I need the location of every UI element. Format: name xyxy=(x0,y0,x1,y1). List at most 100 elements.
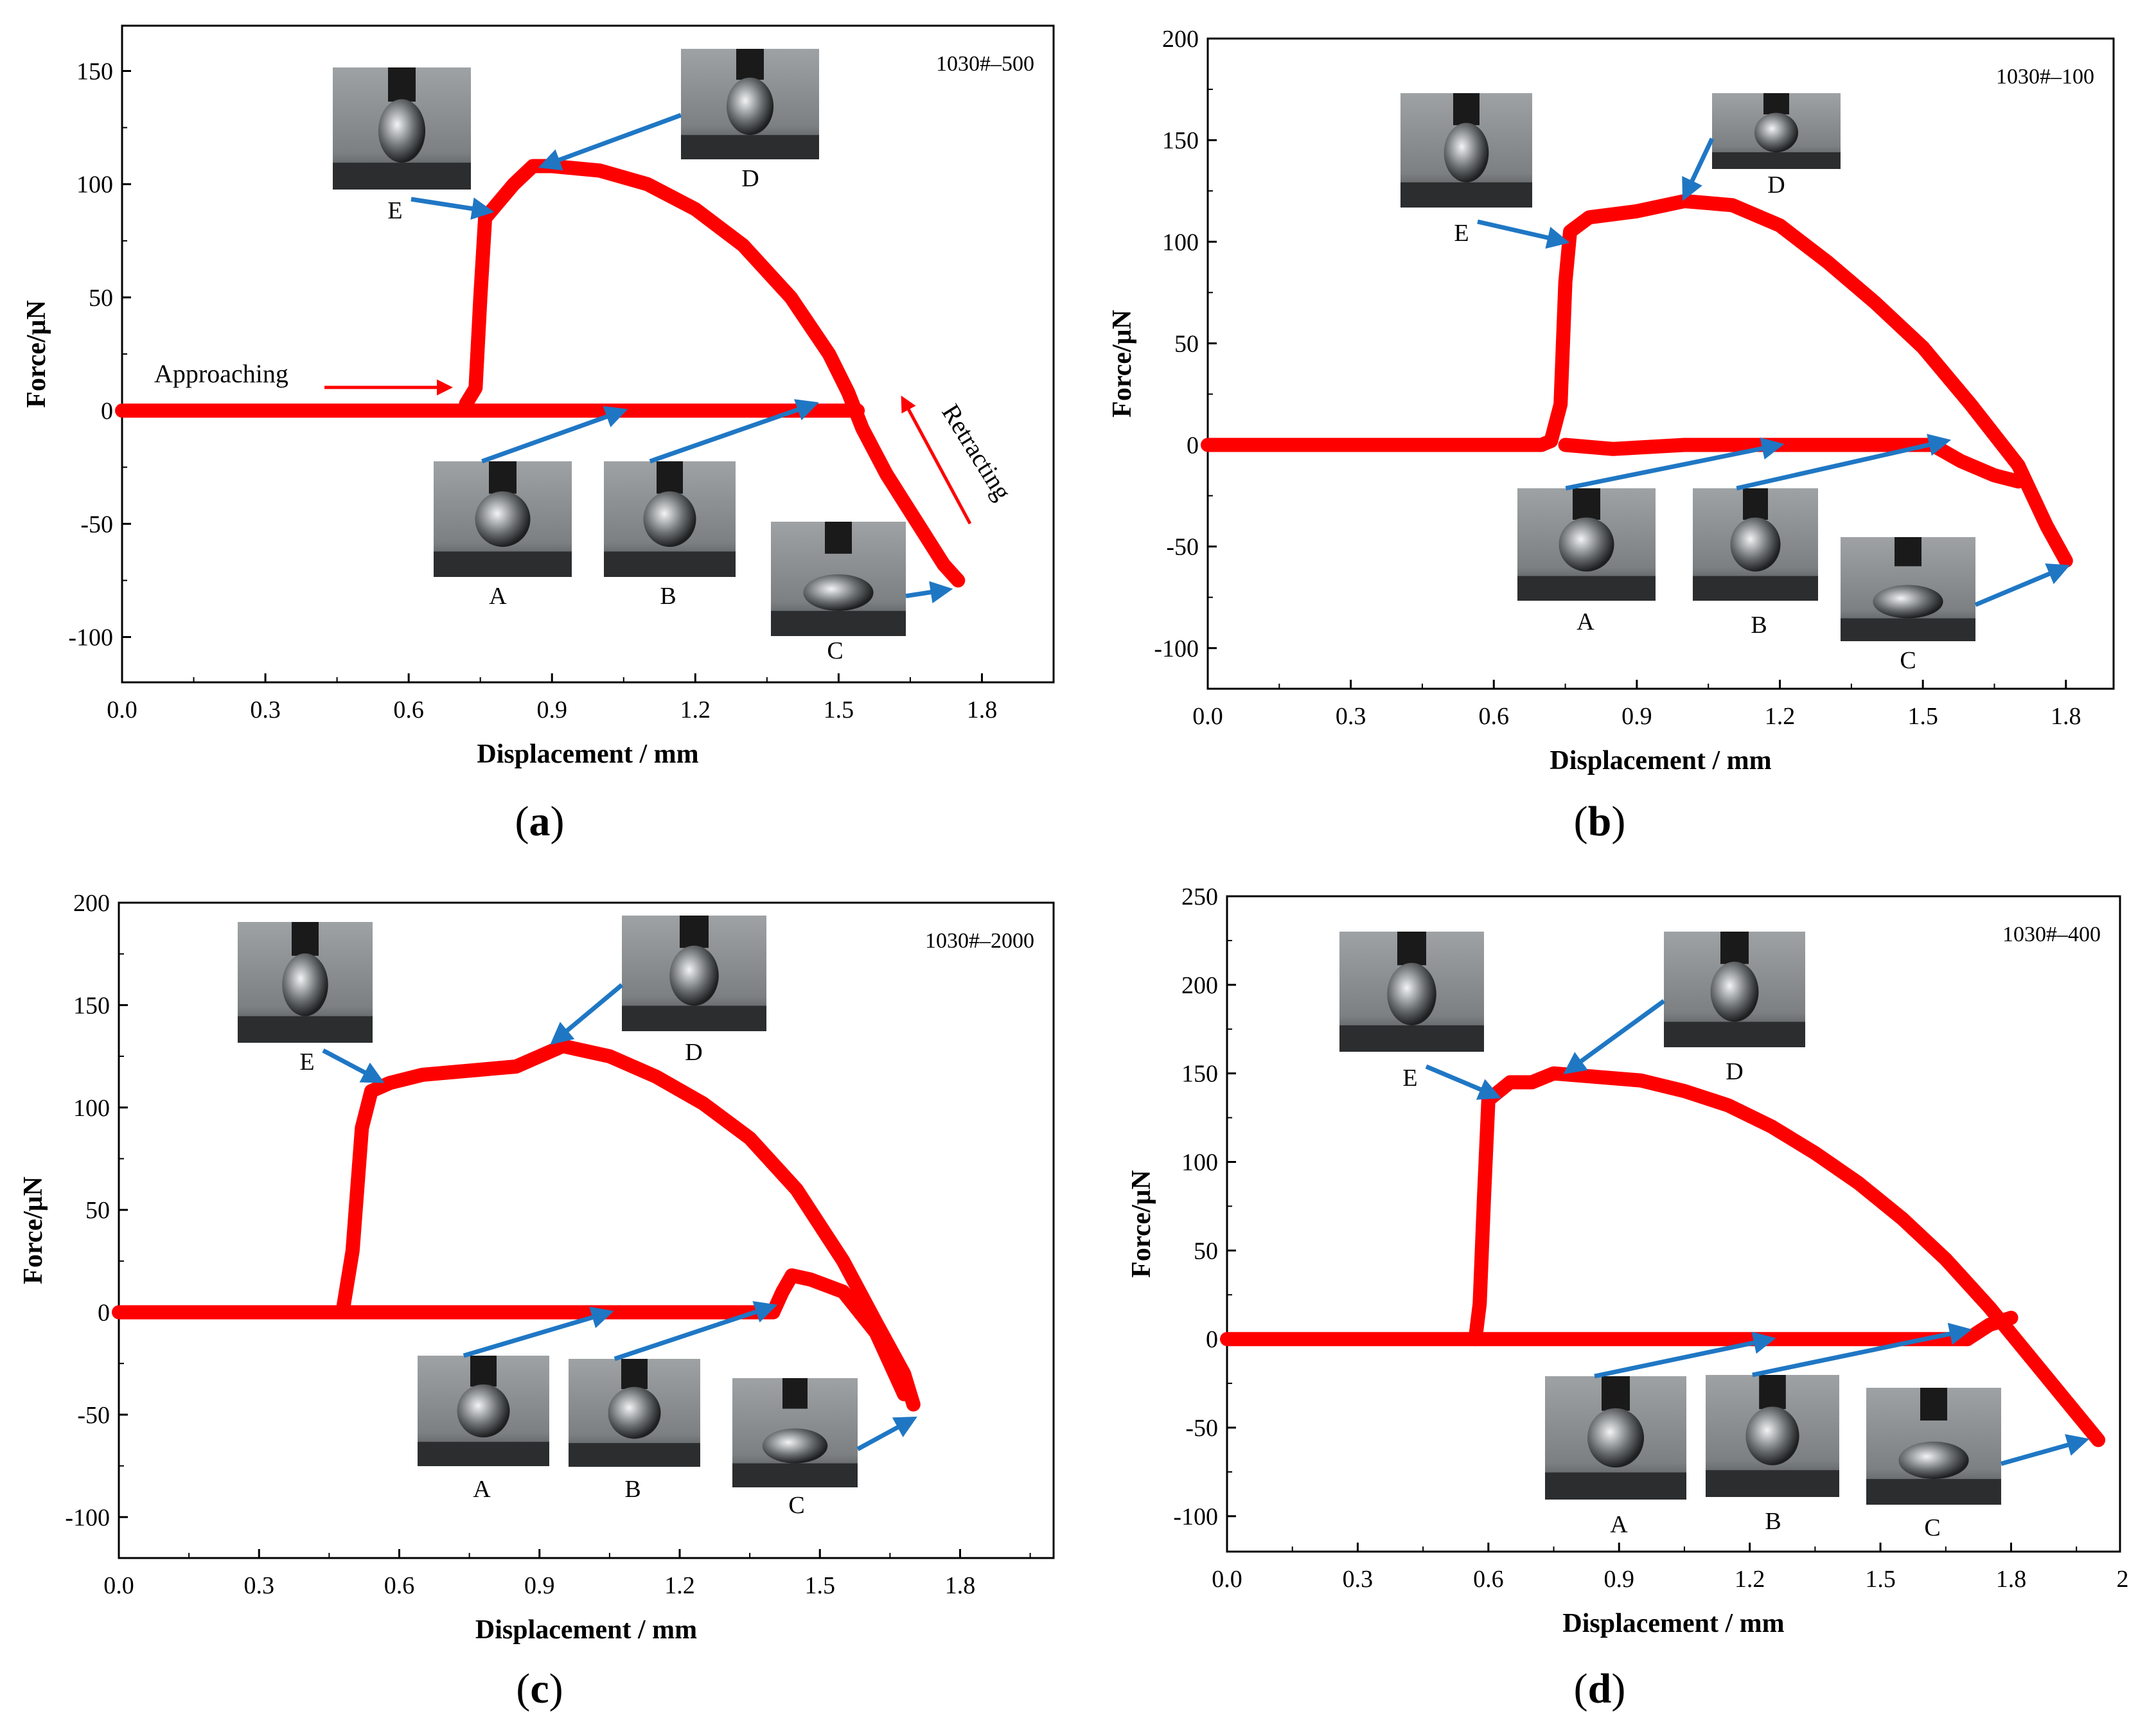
photo-substrate xyxy=(238,1016,373,1043)
x-tick-label: 0.9 xyxy=(1621,703,1652,730)
photo-label: A xyxy=(489,583,507,610)
photo-needle xyxy=(292,922,319,956)
photo-c: C xyxy=(1841,537,1975,674)
photo-substrate xyxy=(1664,1022,1805,1047)
photo-needle xyxy=(657,461,683,494)
photo-droplet xyxy=(1730,517,1781,572)
x-tick-label: 0.3 xyxy=(250,696,281,723)
photo-label: D xyxy=(741,165,759,192)
photo-substrate xyxy=(1400,182,1532,208)
photo-label: C xyxy=(788,1492,804,1519)
y-tick-label: 50 xyxy=(85,1197,110,1224)
arrow-to-e xyxy=(411,197,495,220)
panel-caption: (d) xyxy=(1574,1665,1626,1712)
x-tick-label: 1.8 xyxy=(945,1572,976,1599)
arrow-to-c xyxy=(905,581,953,604)
photo-droplet xyxy=(1559,517,1614,572)
y-tick-label: -50 xyxy=(1185,1415,1218,1442)
photo-droplet xyxy=(378,99,426,163)
photo-droplet xyxy=(803,574,874,611)
y-tick-label: 200 xyxy=(1162,26,1199,53)
y-axis-title: Force/μN xyxy=(1127,1170,1156,1278)
x-tick-label: 0.6 xyxy=(1479,703,1510,730)
sample-label: 1030#–400 xyxy=(2002,923,2101,946)
y-axis-title: Force/μN xyxy=(19,1176,48,1284)
y-tick-label: -100 xyxy=(68,624,113,651)
series-return xyxy=(766,1268,912,1401)
x-tick-label: 0.9 xyxy=(536,696,567,723)
photo-label: B xyxy=(1765,1508,1781,1535)
arrow-to-d xyxy=(538,112,682,171)
x-tick-label: 0.3 xyxy=(1336,703,1366,730)
photo-substrate xyxy=(1339,1025,1484,1052)
photo-substrate xyxy=(1866,1478,2001,1505)
photo-a: A xyxy=(1517,488,1656,635)
photo-b: B xyxy=(604,461,736,610)
plot-frame xyxy=(121,24,1055,684)
x-tick-label: 0.0 xyxy=(107,696,137,723)
chart-panel-c: 0.0 0.3 0.6 0.9 1.2 1.5 1.8 -100 -50 0 50 100 150 200… xyxy=(19,890,1055,1712)
x-tick-label: 1.5 xyxy=(824,696,854,723)
photo-droplet xyxy=(1710,961,1759,1022)
photo-label: E xyxy=(299,1049,314,1076)
photo-needle xyxy=(1720,932,1749,964)
y-tick-label: 150 xyxy=(73,992,110,1019)
y-tick-label: 0 xyxy=(101,398,113,425)
photo-needle xyxy=(825,522,852,554)
photo-needle xyxy=(470,1356,497,1387)
photo-droplet xyxy=(608,1386,661,1439)
arrow-to-c xyxy=(1974,563,2071,607)
photo-needle xyxy=(1602,1376,1630,1411)
arrow-to-b xyxy=(614,1301,778,1361)
photo-substrate xyxy=(604,551,736,577)
y-tick-label: -50 xyxy=(1166,534,1199,561)
y-tick-label: 150 xyxy=(1162,127,1199,154)
photo-label: E xyxy=(387,197,402,224)
arrow-to-e xyxy=(1425,1064,1501,1100)
y-tick-label: 50 xyxy=(89,285,113,312)
arrow-to-a xyxy=(1565,437,1785,491)
photo-a: A xyxy=(1545,1376,1686,1538)
arrow-to-a xyxy=(481,406,628,464)
arrow-to-c xyxy=(856,1416,917,1451)
photo-label: D xyxy=(685,1039,702,1066)
y-tick-label: 100 xyxy=(1162,229,1199,256)
x-tick-label: 1.2 xyxy=(680,696,711,723)
photo-label: E xyxy=(1402,1065,1417,1092)
photo-b: B xyxy=(569,1359,700,1503)
x-axis-title: Displacement / mm xyxy=(477,740,698,769)
retracting-arrow xyxy=(901,395,972,525)
photo-label: B xyxy=(1751,612,1767,639)
photo-substrate xyxy=(681,135,819,159)
photo-c: C xyxy=(771,522,906,664)
photo-label: D xyxy=(1767,172,1785,199)
photo-needle xyxy=(489,461,517,494)
y-tick-label: 200 xyxy=(1181,972,1218,999)
y-tick-label: -100 xyxy=(1173,1503,1218,1530)
x-tick-label: 2 xyxy=(2117,1566,2129,1593)
retracting-label: Retracting xyxy=(936,399,1017,505)
plot-frame xyxy=(118,901,1055,1559)
x-tick-label: 0.3 xyxy=(244,1572,275,1599)
photo-substrate xyxy=(1693,576,1818,601)
x-tick-label: 0.0 xyxy=(103,1572,134,1599)
photo-needle xyxy=(388,67,416,102)
photo-c: C xyxy=(732,1378,858,1519)
series-return xyxy=(1558,438,2026,489)
x-tick-label: 1.2 xyxy=(1735,1566,1765,1593)
photo-needle xyxy=(1573,488,1600,520)
photo-needle xyxy=(1920,1388,1947,1421)
photo-droplet xyxy=(1898,1441,1969,1479)
photo-substrate xyxy=(1545,1472,1686,1500)
photo-droplet xyxy=(669,945,719,1006)
photo-substrate xyxy=(333,163,471,190)
photo-droplet xyxy=(475,491,531,547)
x-axis-title: Displacement / mm xyxy=(1562,1609,1784,1638)
arrow-to-b xyxy=(1752,1322,1972,1377)
x-tick-label: 0.6 xyxy=(393,696,424,723)
plot-frame xyxy=(1206,37,2115,690)
arrow-to-a xyxy=(1594,1331,1776,1379)
arrow-to-d xyxy=(1563,999,1666,1075)
x-tick-label: 1.2 xyxy=(664,1572,695,1599)
sample-label: 1030#–500 xyxy=(936,52,1034,76)
